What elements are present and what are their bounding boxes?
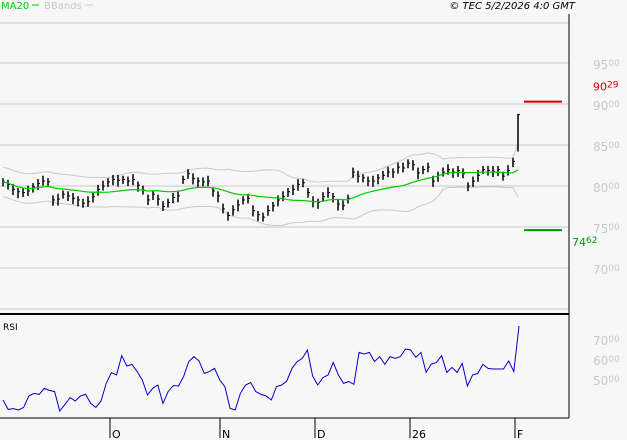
x-axis: O N D 26 F bbox=[109, 418, 523, 440]
rsi-tick-label: 6000 bbox=[593, 354, 620, 368]
legend-ma20: MA20 bbox=[1, 1, 29, 12]
bband-lower bbox=[2, 186, 519, 227]
price-tick-label: 9500 bbox=[593, 58, 620, 72]
bollinger-bands bbox=[2, 142, 519, 227]
rsi-line bbox=[2, 325, 520, 413]
price-tick-label: 7000 bbox=[593, 263, 620, 277]
x-tick-label: D bbox=[317, 428, 325, 440]
bband-upper bbox=[2, 142, 519, 183]
rsi-title: RSI bbox=[3, 323, 18, 333]
legend-bbands: BBands bbox=[44, 1, 82, 12]
x-tick-label: 26 bbox=[412, 428, 426, 440]
x-tick-label: O bbox=[112, 428, 121, 440]
frame bbox=[0, 14, 570, 419]
price-tick-label: 7500 bbox=[593, 222, 620, 236]
grid bbox=[0, 62, 569, 310]
price-tick-label: 8500 bbox=[593, 140, 620, 154]
y-axis: 7000 7500 8000 8500 9000 9500 5000 6000 7000 bbox=[593, 58, 620, 388]
levels: 9029 7462 bbox=[524, 81, 619, 249]
price-tick-label: 9000 bbox=[593, 99, 620, 113]
copyright: © TEC 5/2/2026 4:0 GMT bbox=[449, 1, 576, 12]
x-tick-label: F bbox=[517, 428, 523, 440]
ma20-polyline bbox=[2, 169, 519, 203]
rsi-tick-label: 7000 bbox=[593, 334, 620, 348]
resistance-label: 9029 bbox=[593, 81, 619, 94]
x-tick-label: N bbox=[222, 428, 230, 440]
price-bars bbox=[2, 113, 520, 222]
ma20-line bbox=[2, 169, 519, 203]
rsi-polyline bbox=[2, 325, 520, 413]
support-label: 7462 bbox=[572, 236, 597, 249]
rsi-tick-label: 5000 bbox=[593, 374, 620, 388]
price-tick-label: 8000 bbox=[593, 181, 620, 195]
